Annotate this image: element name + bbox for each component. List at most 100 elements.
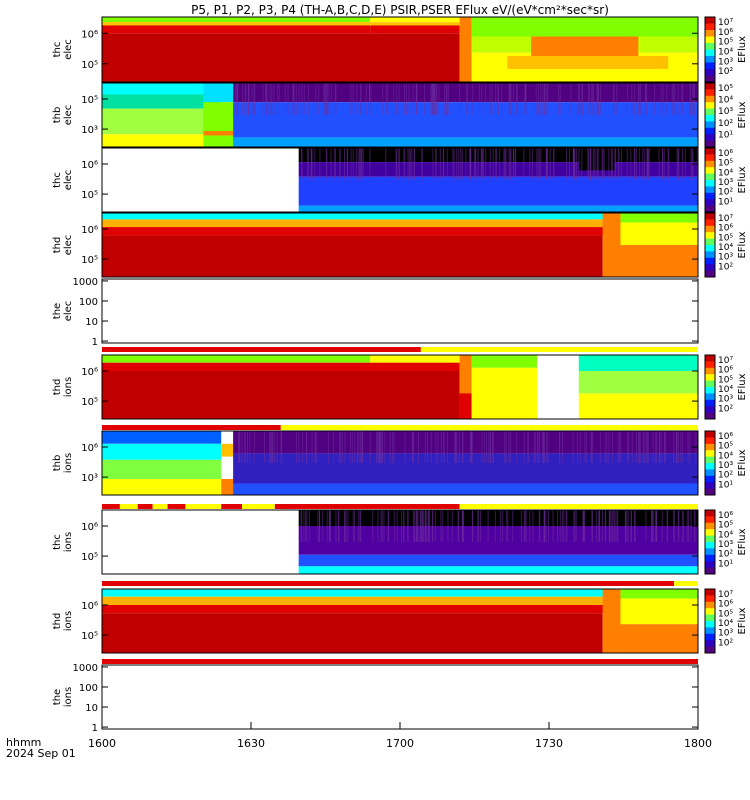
- y-tick-label: 10³: [81, 125, 98, 136]
- colorbar-swatch: [705, 548, 715, 556]
- noise-stripe: [655, 431, 657, 463]
- noise-stripe: [502, 510, 504, 542]
- noise-stripe: [307, 148, 309, 180]
- noise-stripe: [477, 148, 479, 180]
- heatmap-cell: [298, 205, 698, 212]
- heatmap-cell: [102, 431, 222, 444]
- noise-stripe: [292, 83, 294, 115]
- noise-stripe: [616, 83, 618, 115]
- noise-stripe: [251, 83, 253, 115]
- colorbar-swatch: [705, 232, 715, 240]
- noise-stripe: [278, 83, 280, 115]
- noise-stripe: [503, 431, 505, 463]
- heatmap-cell: [102, 213, 609, 220]
- noise-stripe: [545, 431, 547, 463]
- noise-stripe: [577, 431, 579, 463]
- y-tick-label: 1000: [73, 277, 98, 288]
- colorbar-swatch: [705, 95, 715, 103]
- noise-stripe: [398, 83, 400, 115]
- noise-stripe: [546, 83, 548, 115]
- colorbar-swatch: [705, 36, 715, 44]
- colorbar-tick-label: 10⁶: [718, 600, 733, 610]
- noise-stripe: [241, 83, 243, 115]
- noise-stripe: [376, 431, 378, 463]
- noise-stripe: [444, 83, 446, 115]
- panel-frame: [101, 588, 699, 654]
- y-tick-label: 10⁶: [81, 367, 98, 378]
- noise-stripe: [514, 148, 516, 180]
- noise-stripe: [404, 83, 406, 115]
- noise-stripe: [508, 83, 510, 115]
- noise-stripe: [591, 83, 593, 115]
- noise-stripe: [421, 148, 423, 180]
- noise-stripe: [361, 431, 363, 463]
- noise-stripe: [412, 431, 414, 463]
- noise-stripe: [456, 148, 458, 180]
- noise-stripe: [415, 510, 417, 542]
- noise-stripe: [482, 148, 484, 180]
- noise-stripe: [437, 431, 439, 463]
- noise-stripe: [246, 431, 248, 463]
- noise-stripe: [628, 431, 630, 463]
- panel-frame: [101, 212, 699, 278]
- noise-stripe: [413, 148, 415, 180]
- colorbar-tick-label: 10³: [718, 629, 733, 639]
- noise-stripe: [458, 431, 460, 463]
- panel-frame: [101, 509, 699, 575]
- noise-stripe: [352, 510, 354, 542]
- noise-stripe: [333, 431, 335, 463]
- noise-stripe: [338, 510, 340, 542]
- noise-stripe: [627, 431, 629, 463]
- noise-stripe: [573, 148, 575, 180]
- colorbar-swatch: [705, 595, 715, 603]
- heatmap-cell: [203, 131, 234, 136]
- colorbar-swatch: [705, 75, 715, 83]
- noise-stripe: [301, 83, 303, 115]
- colorbar-tick-label: 10²: [718, 638, 733, 648]
- noise-stripe: [494, 510, 496, 542]
- noise-stripe: [341, 431, 343, 463]
- noise-stripe: [380, 431, 382, 463]
- colorbar-swatch: [705, 443, 715, 451]
- colorbar-swatch: [705, 355, 715, 362]
- noise-stripe: [478, 83, 480, 115]
- colorbar-swatch: [705, 387, 715, 394]
- noise-stripe: [305, 510, 307, 542]
- noise-stripe: [611, 148, 613, 180]
- noise-stripe: [582, 83, 584, 115]
- colorbar-tick-label: 10⁶: [718, 28, 733, 38]
- noise-stripe: [559, 83, 561, 115]
- colorbar-swatch: [705, 554, 715, 562]
- noise-stripe: [615, 148, 617, 180]
- heatmap-cell: [370, 355, 460, 363]
- noise-stripe: [393, 431, 395, 463]
- heatmap-cell: [620, 598, 698, 625]
- noise-stripe: [274, 431, 276, 463]
- colorbar-swatch: [705, 140, 715, 148]
- noise-stripe: [513, 148, 515, 180]
- noise-stripe: [674, 83, 676, 115]
- noise-stripe: [501, 83, 503, 115]
- heatmap-cell: [102, 83, 222, 95]
- noise-stripe: [510, 83, 512, 115]
- noise-stripe: [627, 510, 629, 542]
- noise-stripe: [613, 83, 615, 115]
- noise-stripe: [677, 83, 679, 115]
- colorbar-tick-label: 10⁴: [718, 48, 733, 58]
- heatmap-cell: [102, 108, 222, 135]
- noise-stripe: [369, 431, 371, 463]
- heatmap-cell: [602, 589, 621, 653]
- noise-stripe: [356, 83, 358, 115]
- noise-stripe: [660, 83, 662, 115]
- noise-stripe: [529, 510, 531, 542]
- noise-stripe: [678, 148, 680, 180]
- noise-stripe: [599, 510, 601, 542]
- noise-stripe: [396, 83, 398, 115]
- panel-frame: [101, 430, 699, 496]
- noise-stripe: [326, 148, 328, 180]
- colorbar-swatch: [705, 115, 715, 122]
- noise-stripe: [358, 431, 360, 463]
- noise-stripe: [596, 83, 598, 115]
- noise-stripe: [244, 83, 246, 115]
